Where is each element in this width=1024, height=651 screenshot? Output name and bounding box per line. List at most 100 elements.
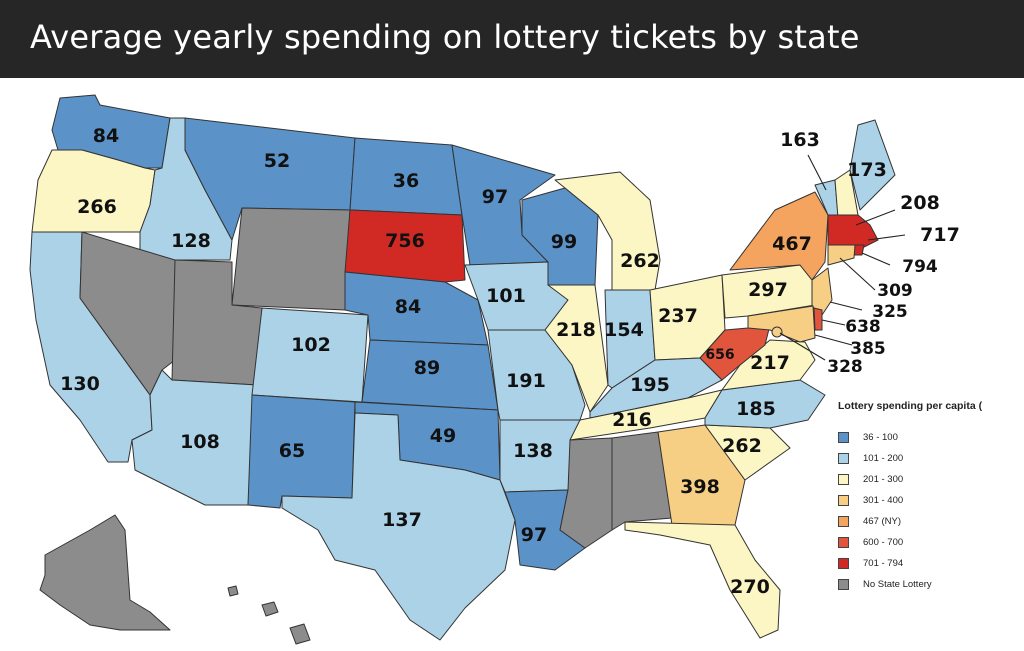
leader-NJ — [829, 301, 863, 311]
label-KY: 195 — [630, 374, 670, 396]
legend-label: 701 - 794 — [863, 557, 904, 569]
label-OK: 49 — [430, 425, 456, 447]
label-CT: 309 — [877, 281, 913, 301]
state-DC — [771, 326, 783, 338]
state-DE — [813, 307, 823, 331]
label-NH: 208 — [900, 192, 940, 214]
label-GA: 398 — [680, 476, 720, 498]
label-MO: 191 — [506, 370, 546, 392]
state-ME — [849, 119, 896, 211]
map-title: Average yearly spending on lottery ticke… — [30, 18, 860, 56]
label-MT: 52 — [264, 150, 290, 172]
state-SD — [344, 209, 466, 283]
label-IN: 154 — [604, 319, 644, 341]
label-TX: 137 — [382, 509, 422, 531]
leader-VT — [807, 154, 827, 191]
legend-item: 201 - 300 — [838, 472, 903, 486]
label-FL: 270 — [730, 576, 770, 598]
state-NJ — [811, 267, 833, 319]
label-ME: 173 — [847, 159, 887, 181]
label-SD: 756 — [385, 230, 425, 252]
legend-label: 600 - 700 — [863, 536, 904, 548]
label-LA: 97 — [521, 524, 547, 546]
state-GA — [657, 424, 746, 526]
label-CO: 102 — [291, 334, 331, 356]
label-NY: 467 — [772, 233, 812, 255]
label-CA: 130 — [60, 373, 100, 395]
label-NC: 185 — [736, 398, 776, 420]
state-AL — [611, 431, 673, 531]
label-DE: 638 — [845, 317, 881, 337]
legend-item: No State Lottery — [838, 577, 932, 591]
label-DC: 328 — [827, 357, 863, 377]
label-TN: 216 — [612, 409, 652, 431]
label-NJ: 325 — [872, 302, 908, 322]
leader-DC — [779, 332, 826, 361]
leader-RI — [861, 252, 891, 266]
leader-lines — [779, 154, 906, 361]
state-MD — [747, 305, 816, 343]
state-CT — [827, 244, 856, 266]
us-lottery-map: 84 266 130 128 52 108 102 65 36 756 84 8… — [29, 94, 960, 645]
legend-swatch — [838, 473, 849, 485]
legend-label: 301 - 400 — [863, 494, 904, 506]
leader-MA — [867, 234, 906, 241]
legend-swatch — [838, 452, 849, 464]
label-VA: 217 — [750, 352, 790, 374]
legend-item: 101 - 200 — [838, 451, 903, 465]
legend-label: 101 - 200 — [863, 452, 904, 464]
legend: Lottery spending per capita ( 36 - 100 1… — [838, 400, 1024, 590]
state-NY — [729, 191, 829, 281]
state-TX — [281, 412, 516, 641]
legend-label: 36 - 100 — [863, 431, 898, 443]
label-RI: 794 — [902, 257, 938, 277]
label-NM: 65 — [279, 440, 305, 462]
legend-title: Lottery spending per capita ( — [838, 400, 983, 412]
title-bar: Average yearly spending on lottery ticke… — [0, 0, 1024, 78]
legend-swatch — [838, 431, 849, 443]
label-ID: 128 — [171, 230, 211, 252]
state-FL — [624, 521, 781, 639]
leader-MD — [814, 334, 853, 346]
label-PA: 297 — [748, 279, 788, 301]
label-MN: 97 — [482, 186, 508, 208]
label-AR: 138 — [513, 440, 553, 462]
legend-label: 201 - 300 — [863, 473, 904, 485]
label-VT: 163 — [780, 129, 820, 151]
label-WV: 656 — [705, 347, 734, 363]
state-WV — [699, 324, 771, 381]
state-IL — [544, 284, 609, 413]
leader-CT — [839, 257, 876, 291]
leader-NH — [855, 209, 896, 226]
legend-item: 600 - 700 — [838, 535, 903, 549]
state-WY — [231, 207, 351, 311]
label-WI: 99 — [551, 231, 577, 253]
legend-label: 467 (NY) — [863, 515, 902, 527]
legend-swatch — [838, 557, 849, 569]
legend-swatch — [838, 494, 849, 506]
legend-swatch — [838, 515, 849, 527]
label-IL: 218 — [556, 319, 596, 341]
label-OH: 237 — [658, 305, 698, 327]
legend-swatch — [838, 536, 849, 548]
legend-item: 467 (NY) — [838, 514, 901, 528]
legend-label: No State Lottery — [863, 578, 932, 590]
label-AZ: 108 — [180, 431, 220, 453]
label-MD: 385 — [850, 339, 886, 359]
label-KS: 89 — [414, 357, 440, 379]
label-OR: 266 — [77, 196, 117, 218]
label-ND: 36 — [393, 170, 419, 192]
leader-DE — [821, 319, 846, 326]
legend-item: 701 - 794 — [838, 556, 903, 570]
label-MA: 717 — [920, 224, 960, 246]
legend-item: 36 - 100 — [838, 430, 898, 444]
legend-item: 301 - 400 — [838, 493, 903, 507]
label-NE: 84 — [395, 296, 421, 318]
label-WA: 84 — [93, 125, 119, 147]
label-SC: 262 — [722, 435, 762, 457]
label-MI: 262 — [620, 250, 660, 272]
state-HI — [227, 585, 311, 645]
label-IA: 101 — [486, 285, 526, 307]
state-AK — [39, 514, 171, 631]
legend-swatch — [838, 578, 849, 590]
